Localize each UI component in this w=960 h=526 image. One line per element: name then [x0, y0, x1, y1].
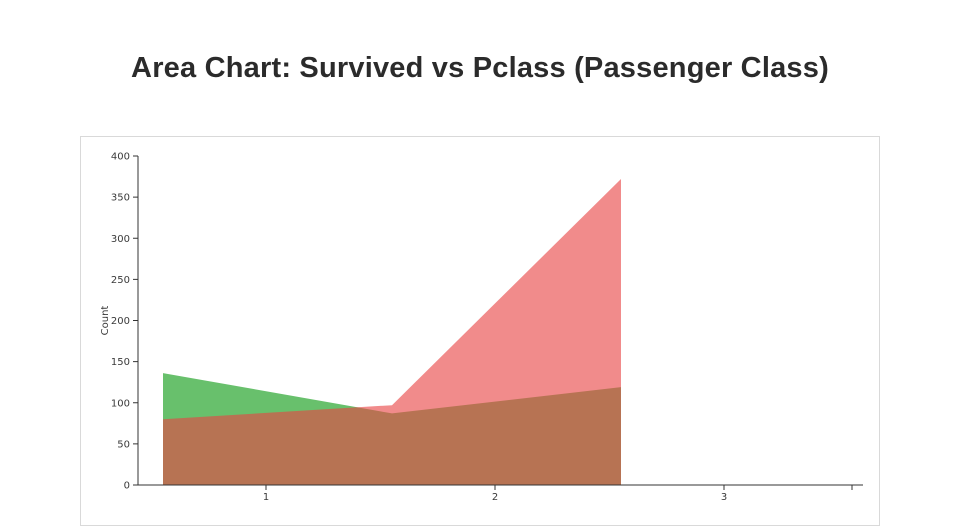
y-axis-tick-label: 100	[111, 398, 130, 409]
y-axis-label: Count	[100, 306, 111, 336]
chart-panel: 0 50 100 150 200 250 300 350 400 1 2 3 Count	[80, 136, 880, 526]
x-axis-tick-label: 2	[492, 492, 498, 503]
y-axis-tick-label: 150	[111, 357, 130, 368]
x-axis-tick-label: 3	[721, 492, 727, 503]
y-axis-tick-label: 250	[111, 275, 130, 286]
y-axis-tick-label: 50	[117, 439, 130, 450]
x-axis-tick-label: 1	[263, 492, 269, 503]
y-axis-tick-label: 200	[111, 316, 130, 327]
y-axis-tick-label: 350	[111, 193, 130, 204]
y-axis-tick-label: 300	[111, 234, 130, 245]
page-title: Area Chart: Survived vs Pclass (Passenge…	[131, 52, 829, 84]
area-chart: 0 50 100 150 200 250 300 350 400 1 2 3 Count	[100, 152, 863, 503]
area-series-survived-0	[163, 179, 621, 485]
y-axis-tick-label: 400	[111, 152, 130, 163]
y-axis-tick-label: 0	[124, 481, 130, 492]
